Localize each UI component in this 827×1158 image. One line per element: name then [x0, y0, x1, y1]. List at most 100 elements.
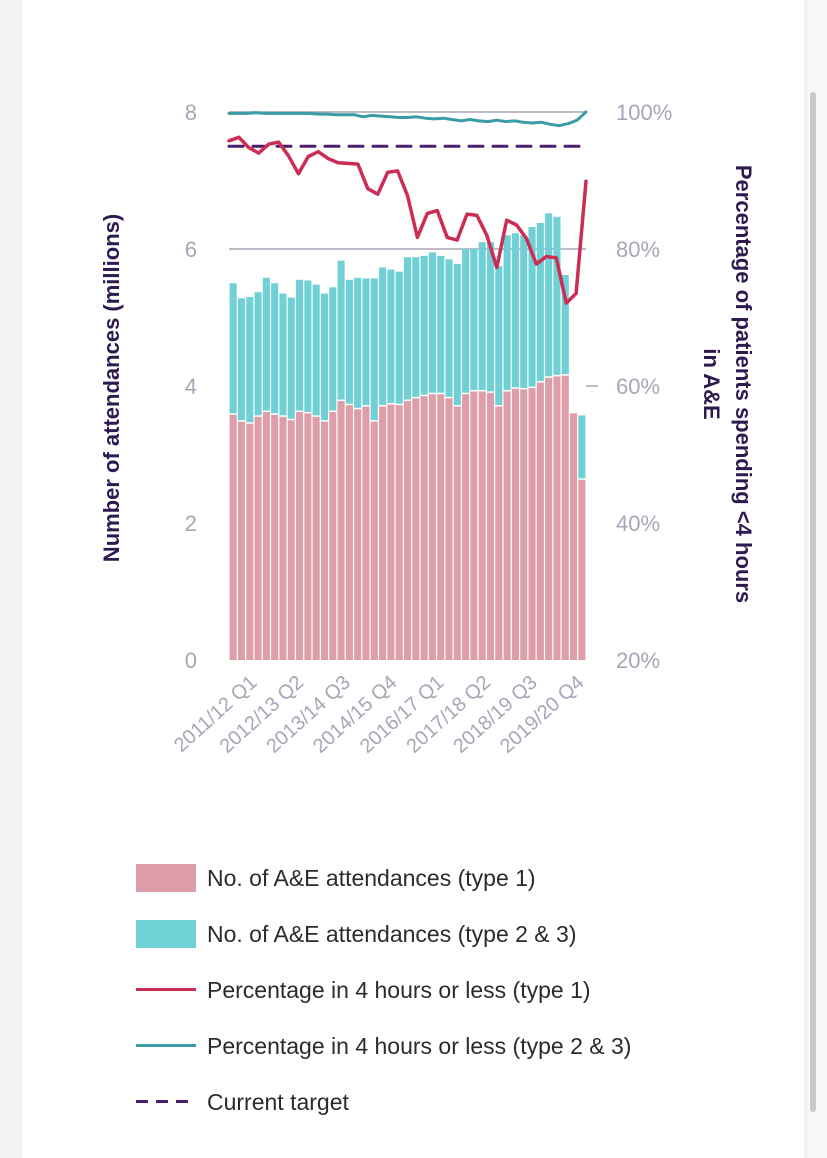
bar-type23	[320, 293, 329, 421]
y-tick-label: 4	[185, 374, 197, 399]
bar-type23	[486, 242, 495, 392]
bar-type1	[229, 414, 237, 660]
bar-type23	[536, 222, 544, 382]
bar-type23	[354, 277, 362, 408]
bar-type23	[287, 297, 295, 419]
bar-type1	[536, 382, 544, 660]
bar-type1	[354, 409, 362, 660]
scrollbar-thumb[interactable]	[810, 92, 816, 1112]
bar-type23	[312, 284, 320, 416]
bar-type23	[370, 278, 378, 421]
type23-line-swatch	[136, 1032, 196, 1060]
y-tick-label: 2	[185, 511, 197, 536]
bar-type1	[428, 394, 436, 660]
bar-type1	[470, 391, 478, 660]
legend-label: Current target	[207, 1088, 349, 1115]
legend-label: Percentage in 4 hours or less (type 2 & …	[207, 1032, 632, 1059]
bar-type1	[304, 413, 312, 660]
bar-type23	[478, 242, 486, 390]
bar-type23	[337, 260, 345, 400]
bar-type1	[395, 405, 403, 660]
bar-type1	[254, 416, 262, 660]
bar-type23	[420, 255, 428, 395]
bar-type23	[503, 235, 511, 390]
legend-item-type1-line: Percentage in 4 hours or less (type 1)	[136, 972, 591, 1008]
bar-type23	[470, 249, 478, 390]
bar-type23	[553, 216, 561, 375]
bar-type1	[520, 389, 528, 660]
type1-line-swatch	[136, 976, 196, 1004]
legend-item-target: Current target	[136, 1084, 349, 1120]
bar-type23	[528, 227, 536, 387]
legend-item-type23-line: Percentage in 4 hours or less (type 2 & …	[136, 1028, 631, 1064]
bar-type23	[578, 415, 586, 479]
bar-type1	[237, 421, 246, 660]
left-axis-title: Number of attendances (millions)	[99, 214, 124, 562]
y-tick-label: 6	[185, 237, 197, 262]
bar-type23	[495, 266, 503, 406]
bar-type23	[445, 259, 453, 397]
bar-type23	[561, 275, 569, 375]
bar-type1	[453, 406, 461, 660]
bar-type23	[437, 255, 445, 393]
attendances-chart: 0 2 4 6 8 20% 40% 60% 80% 100% 2011/12 Q12012/13…	[99, 100, 756, 758]
y2-tick-label: 40%	[616, 511, 660, 536]
legend-item-type1-bars: No. of A&E attendances (type 1)	[136, 860, 536, 896]
bar-type23	[329, 287, 337, 411]
bar-type1	[329, 412, 337, 660]
bar-type1	[403, 401, 412, 660]
bar-type1	[578, 479, 586, 660]
bar-type23	[403, 257, 412, 400]
bar-type1	[271, 414, 279, 660]
bar-type1	[486, 392, 495, 660]
bar-type1	[387, 404, 395, 660]
bar-type23	[395, 271, 403, 404]
bar-type23	[428, 252, 436, 393]
y2-tick-label: 20%	[616, 648, 660, 673]
line-type23	[227, 110, 588, 128]
y-tick-label: 8	[185, 100, 197, 125]
bar-type23	[254, 292, 262, 416]
bar-type23	[345, 279, 353, 404]
bar-type23	[545, 213, 553, 377]
bar-type1	[503, 391, 511, 660]
bar-type1	[320, 421, 329, 660]
bar-type23	[279, 293, 287, 416]
legend-label: No. of A&E attendances (type 2 & 3)	[207, 920, 577, 947]
bar-type1	[462, 394, 470, 660]
bar-type1	[412, 398, 420, 660]
bar-type1	[569, 413, 578, 660]
bar-type1	[445, 398, 453, 660]
bar-type23	[229, 283, 237, 414]
y2-tick-label: 80%	[616, 237, 660, 262]
right-axis-title-line1: Percentage of patients spending <4 hours	[731, 165, 756, 603]
left-axis-ticks: 0 2 4 6 8	[185, 100, 197, 673]
bar-type23	[453, 264, 461, 406]
bar-type23	[511, 233, 519, 388]
bar-type1	[437, 394, 445, 660]
bar-type23	[237, 298, 246, 421]
bar-type1	[511, 388, 519, 660]
bar-type1	[495, 406, 503, 660]
bar-type1	[279, 416, 287, 660]
type1-bars	[229, 375, 586, 660]
bar-type23	[387, 269, 395, 403]
bar-type1	[312, 416, 320, 660]
bar-type1	[246, 423, 254, 660]
bar-type1	[262, 412, 270, 660]
target-line-swatch	[136, 1088, 196, 1116]
bar-type1	[296, 412, 304, 660]
type1-bar-swatch	[136, 864, 196, 892]
right-axis-ticks: 20% 40% 60% 80% 100%	[616, 100, 672, 673]
bar-type1	[345, 405, 353, 660]
bar-type1	[545, 377, 553, 660]
legend-item-type23-bars: No. of A&E attendances (type 2 & 3)	[136, 916, 577, 952]
type23-bar-swatch	[136, 920, 196, 948]
bar-type23	[304, 280, 312, 412]
bar-type1	[553, 376, 561, 660]
y2-tick-label: 60%	[616, 374, 660, 399]
bar-type1	[370, 421, 378, 660]
bar-type1	[561, 375, 569, 660]
bar-type23	[296, 279, 304, 411]
